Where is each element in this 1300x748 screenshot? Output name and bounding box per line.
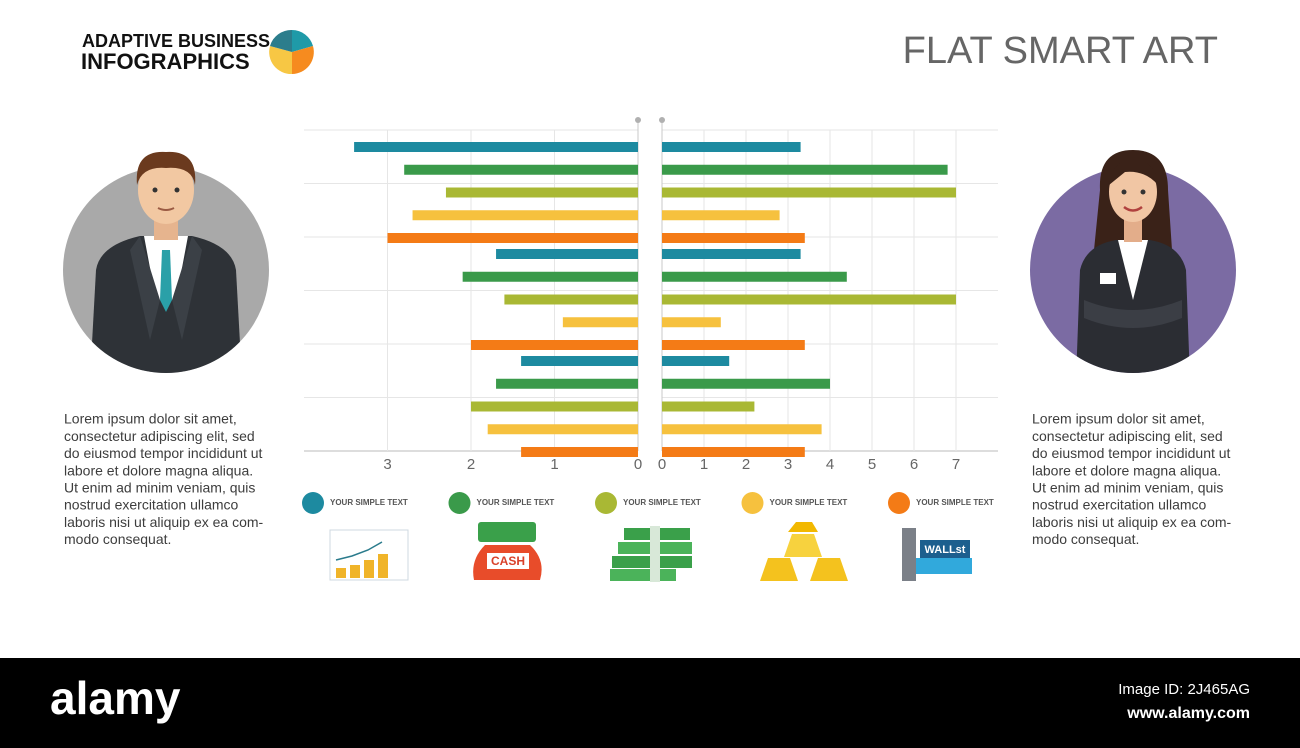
bar xyxy=(662,294,956,305)
bar xyxy=(662,210,780,221)
paragraph-line: laboris nisi ut aliquip ex ea com- xyxy=(1032,514,1232,530)
gold-bars-icon xyxy=(760,522,848,581)
paragraph-line: Lorem ipsum dolor sit amet, xyxy=(1032,411,1205,427)
x-tick-label: 2 xyxy=(742,456,750,473)
axis-dot xyxy=(659,117,665,123)
legend-swatch xyxy=(888,492,910,514)
bar xyxy=(662,233,805,243)
bar xyxy=(662,187,956,198)
legend-swatch xyxy=(595,492,617,514)
icon-label: CASH xyxy=(491,554,525,568)
paragraph-line: modo consequat. xyxy=(64,531,171,547)
bar xyxy=(662,401,755,412)
bar xyxy=(662,164,948,175)
paragraph-line: laboris nisi ut aliquip ex ea com- xyxy=(64,514,264,530)
legend-swatch xyxy=(741,492,764,514)
footer-logo: alamy xyxy=(50,672,181,724)
growth-chart-icon xyxy=(329,529,409,581)
money-stack-icon xyxy=(610,526,692,582)
x-tick-label: 3 xyxy=(784,456,792,473)
woman-illustration xyxy=(1030,150,1236,373)
bar xyxy=(471,401,638,412)
bar xyxy=(662,378,830,389)
x-tick-label: 3 xyxy=(383,456,391,473)
legend-label: YOUR SIMPLE TEXT xyxy=(477,498,555,507)
legend-label: YOUR SIMPLE TEXT xyxy=(916,498,994,507)
brand-line: INFOGRAPHICS xyxy=(81,49,250,74)
bar xyxy=(521,447,638,457)
bar xyxy=(662,317,721,328)
image-id: Image ID: 2J465AG xyxy=(1118,681,1250,698)
axis-dot xyxy=(635,117,641,123)
paragraph-line: nostrud exercitation ullamco xyxy=(64,497,239,513)
x-tick-label: 1 xyxy=(550,456,558,473)
legend-swatch xyxy=(302,492,324,514)
footer-band xyxy=(0,658,1300,748)
x-tick-label: 7 xyxy=(952,456,960,473)
bar xyxy=(496,249,638,259)
x-tick-label: 0 xyxy=(658,456,666,473)
bar xyxy=(354,142,638,152)
x-tick-label: 6 xyxy=(910,456,918,473)
bar xyxy=(662,340,805,350)
x-tick-label: 2 xyxy=(467,456,475,473)
paragraph-line: Ut enim ad minim veniam, quis xyxy=(64,480,255,496)
bar xyxy=(412,210,638,221)
street-sign-icon: WALLst xyxy=(902,528,972,581)
paragraph-line: Lorem ipsum dolor sit amet, xyxy=(64,411,237,427)
paragraph-line: labore et dolore magna aliqua. xyxy=(64,462,253,478)
bar xyxy=(387,233,638,243)
cash-bag-icon: CASH xyxy=(473,522,542,580)
paragraph-line: consectetur adipiscing elit, sed xyxy=(64,428,255,444)
x-tick-label: 4 xyxy=(826,456,834,473)
bar xyxy=(662,249,801,259)
legend-label: YOUR SIMPLE TEXT xyxy=(623,498,701,507)
footer-url: www.alamy.com xyxy=(1126,705,1250,722)
bar xyxy=(662,142,801,152)
icon-label: WALLst xyxy=(925,544,966,556)
x-tick-label: 0 xyxy=(634,456,642,473)
bar xyxy=(521,356,638,366)
legend-label: YOUR SIMPLE TEXT xyxy=(770,498,848,507)
bar xyxy=(504,294,638,305)
man-illustration xyxy=(63,151,269,373)
paragraph-line: Ut enim ad minim veniam, quis xyxy=(1032,480,1223,496)
paragraph-line: do eiusmod tempor incididunt ut xyxy=(1032,445,1231,461)
bar xyxy=(662,424,822,435)
bar xyxy=(445,187,638,198)
paragraph-line: labore et dolore magna aliqua. xyxy=(1032,462,1221,478)
page-title: FLAT SMART ART xyxy=(903,30,1218,72)
bar xyxy=(562,317,638,328)
bar xyxy=(487,424,638,435)
paragraph-line: nostrud exercitation ullamco xyxy=(1032,497,1207,513)
paragraph-line: modo consequat. xyxy=(1032,531,1139,547)
bar xyxy=(662,356,730,366)
bar xyxy=(662,447,805,457)
brand-line: ADAPTIVE BUSINESS xyxy=(82,31,270,51)
bar xyxy=(496,378,638,389)
x-tick-label: 1 xyxy=(700,456,708,473)
legend-label: YOUR SIMPLE TEXT xyxy=(330,498,408,507)
paragraph-line: do eiusmod tempor incididunt ut xyxy=(64,445,263,461)
legend-swatch xyxy=(448,492,471,514)
x-tick-label: 5 xyxy=(868,456,876,473)
bar xyxy=(662,271,847,282)
bar xyxy=(404,164,638,175)
bar xyxy=(471,340,638,350)
brand-pie-icon xyxy=(269,29,314,75)
paragraph-line: consectetur adipiscing elit, sed xyxy=(1032,428,1223,444)
bar xyxy=(462,271,638,282)
